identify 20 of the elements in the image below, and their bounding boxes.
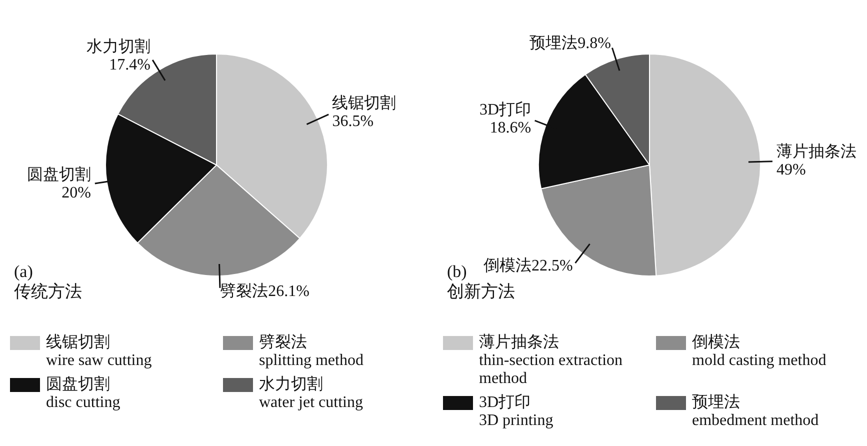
data-label: 水力切割 17.4% — [86, 38, 150, 74]
data-label: 薄片抽条法 49% — [776, 142, 856, 178]
legend-label: 倒模法 mold casting method — [692, 334, 826, 370]
data-label: 线锯切割 36.5% — [332, 94, 396, 130]
data-label: 3D打印 18.6% — [480, 100, 532, 136]
legend-label: 水力切割 water jet cutting — [259, 376, 363, 412]
legend-label: 线锯切割 wire saw cutting — [46, 334, 152, 370]
text: (a) — [14, 262, 33, 281]
text: 传统方法 — [14, 282, 82, 301]
legend-label: 劈裂法 splitting method — [259, 334, 364, 370]
data-label: 劈裂法26.1% — [220, 282, 310, 300]
data-label: 预埋法9.8% — [530, 34, 611, 52]
data-label: 圆盘切割 20% — [26, 165, 91, 202]
legend-label: 预埋法 embedment method — [692, 394, 819, 430]
legend-label: 圆盘切割 disc cutting — [46, 376, 120, 412]
text: 创新方法 — [447, 282, 515, 301]
text: (b) — [447, 262, 467, 281]
data-label: 倒模法22.5% — [484, 256, 573, 274]
legend-label: 3D打印 3D printing — [479, 394, 554, 430]
legend-label: 薄片抽条法 thin-section extraction method — [479, 334, 624, 388]
